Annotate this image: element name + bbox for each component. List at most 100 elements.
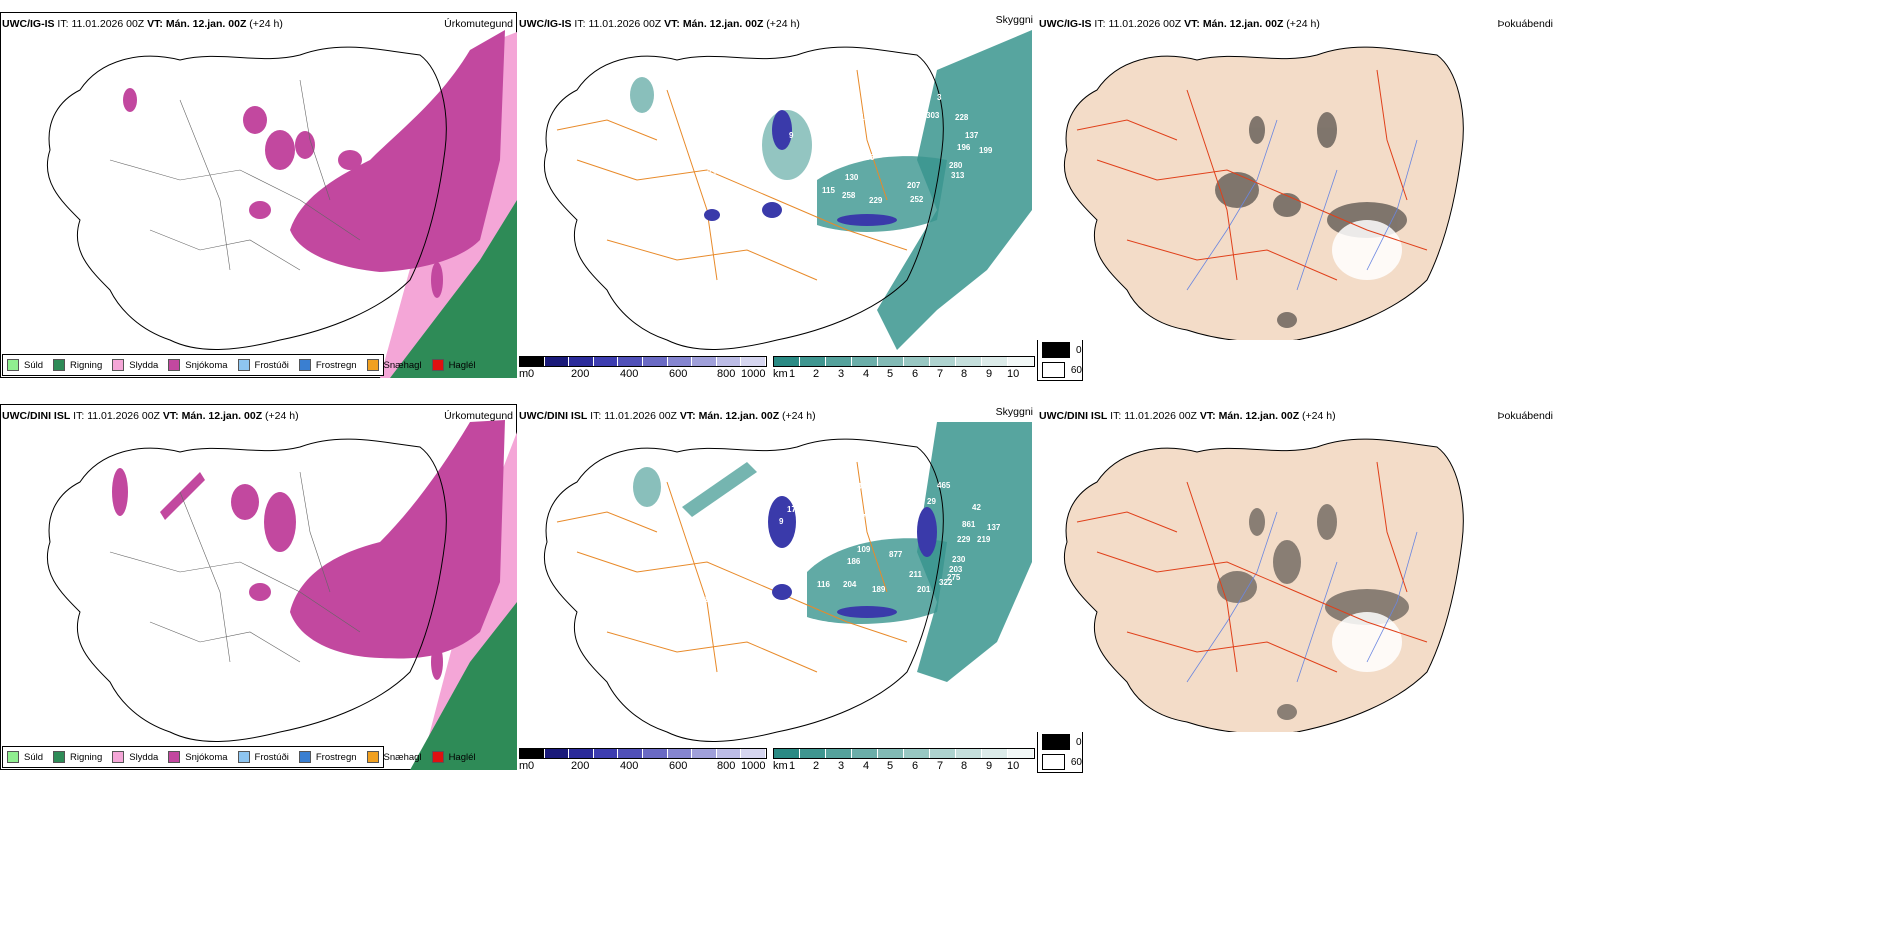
colorbar-segment	[642, 357, 668, 366]
ceiling-label: 877	[889, 550, 903, 559]
colorbar-segment	[982, 357, 1008, 366]
ceiling-label: 152	[783, 488, 797, 497]
fog-swatch	[1042, 754, 1065, 770]
ceiling-tick: 1000	[741, 368, 766, 380]
ceiling-unit: m	[519, 368, 529, 380]
panel-title-visibility-row2: Skyggni	[995, 406, 1033, 418]
colorbar-segment	[569, 357, 594, 366]
ceiling-label: 280	[949, 161, 963, 170]
ceiling-label: 303	[926, 111, 940, 120]
ceiling-label: 229	[869, 196, 883, 205]
ceiling-label: 25	[815, 467, 824, 476]
legend-item: Slydda	[112, 359, 158, 371]
ceiling-tick: 800	[717, 760, 736, 772]
visibility-unit: km	[773, 760, 788, 772]
fog-legend-row2: 0 60	[1037, 731, 1083, 773]
ceiling-label: 394	[822, 111, 836, 120]
visibility-tick: 7	[937, 368, 944, 380]
ceiling-label: 201	[917, 585, 931, 594]
colorbar-segment	[716, 357, 742, 366]
panel-title-fog-row2: Þokuábendi	[1497, 410, 1553, 422]
legend-item: Frostúði	[237, 359, 289, 371]
legend-item: Rigning	[53, 751, 102, 763]
ceiling-label: 161	[872, 523, 886, 532]
legend-item: Haglél	[431, 359, 476, 371]
ceiling-label: 130	[845, 173, 859, 182]
colorbar-segment	[774, 357, 800, 366]
ceiling-label: 12	[775, 78, 784, 87]
visibility-colorbar-row2: km 1 2 3 4 5 6 7 8 9 10	[773, 748, 1035, 772]
ceiling-label: 10	[799, 101, 808, 110]
ceiling-label: 861	[962, 520, 976, 529]
title-row2-col3: UWC/DINI ISL IT: 11.01.2026 00Z VT: Mán.…	[1039, 410, 1336, 422]
visibility-panel-row2: 162 152 173 115 531 90 25 46 793 465 29 57 161 109 877…	[517, 402, 1037, 772]
legend-item: Snjókoma	[168, 751, 228, 763]
legend-item: Slydda	[112, 751, 158, 763]
ceiling-label: 189	[872, 585, 886, 594]
ceiling-label: 12	[860, 113, 869, 122]
ceiling-label: 9	[779, 517, 784, 526]
ceiling-label: 313	[951, 171, 965, 180]
fog-swatch	[1042, 362, 1065, 378]
title-row1-col2: UWC/IG-IS IT: 11.01.2026 00Z VT: Mán. 12…	[519, 18, 800, 30]
visibility-tick: 3	[838, 368, 845, 380]
ceiling-tick: 400	[620, 368, 639, 380]
legend-swatch	[366, 359, 379, 371]
fog-value: 0	[1076, 736, 1082, 748]
ceiling-label: 207	[907, 181, 921, 190]
ceiling-label: 23	[707, 168, 716, 177]
colorbar-segment	[593, 749, 619, 758]
legend-swatch	[298, 751, 311, 763]
colorbar-segment	[618, 749, 643, 758]
legend-swatch	[168, 751, 181, 763]
colorbar-segment	[800, 357, 826, 366]
ceiling-colorbar-row1: m 0 200 400 600 800 1000	[519, 356, 767, 380]
legend-item: Rigning	[53, 359, 102, 371]
precip-map-row2	[0, 404, 517, 770]
ceiling-label: 137	[965, 131, 979, 140]
visibility-tick: 9	[986, 368, 993, 380]
title-row2-col1: UWC/DINI ISL IT: 11.01.2026 00Z VT: Mán.…	[2, 410, 299, 422]
ceiling-tick: 800	[717, 368, 736, 380]
ceiling-label: 322	[939, 578, 953, 587]
ceiling-label: 125	[773, 186, 787, 195]
legend-item: Haglél	[431, 751, 476, 763]
visibility-tick: 3	[838, 760, 845, 772]
ceiling-label: 229	[957, 535, 971, 544]
colorbar-segment	[544, 749, 570, 758]
ceiling-label: 57	[857, 513, 866, 522]
panel-title-precip-row1: Úrkomutegund	[444, 18, 513, 30]
colorbar-segment	[618, 357, 643, 366]
ceiling-tick: 600	[669, 760, 688, 772]
ceiling-label: 275	[947, 573, 961, 582]
ceiling-label: 137	[987, 523, 1001, 532]
visibility-tick: 6	[912, 368, 919, 380]
visibility-tick: 7	[937, 760, 944, 772]
visibility-tick: 5	[887, 760, 894, 772]
panel-title-precip-row2: Úrkomutegund	[444, 410, 513, 422]
legend-item: Snjókoma	[168, 359, 228, 371]
ceiling-label: 115	[807, 507, 820, 516]
colorbar-segment	[878, 749, 904, 758]
ceiling-label: 219	[977, 535, 991, 544]
legend-swatch	[7, 751, 19, 763]
legend-swatch	[112, 359, 125, 371]
colorbar-segment	[544, 357, 570, 366]
legend-swatch	[112, 751, 125, 763]
visibility-unit: km	[773, 368, 788, 380]
legend-item: Snæhagl	[366, 359, 422, 371]
colorbar-segment	[930, 357, 956, 366]
colorbar-segment	[667, 749, 693, 758]
ceiling-label: 3	[937, 93, 942, 102]
visibility-tick: 8	[961, 760, 968, 772]
visibility-map-row1: 527 12 10 394 9 12 168 106 130 115 258 229 207 252 303…	[543, 30, 1032, 350]
ceiling-label: 258	[842, 191, 856, 200]
ceiling-label: 465	[937, 481, 951, 490]
legend-swatch	[53, 751, 66, 763]
colorbar-segment	[520, 749, 545, 758]
ceiling-unit: m	[519, 760, 529, 772]
visibility-panel-row1: 527 12 10 394 9 12 168 106 130 115 258 229 207 252 303…	[517, 10, 1037, 380]
ceiling-label: 42	[972, 503, 981, 512]
ceiling-label: 531	[815, 525, 829, 534]
